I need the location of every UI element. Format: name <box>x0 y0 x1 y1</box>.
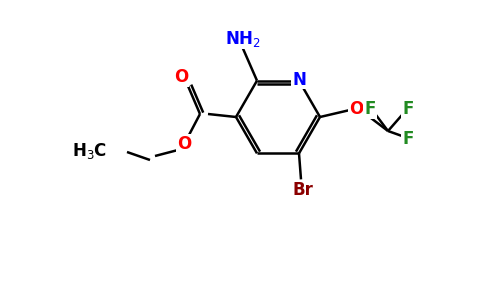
Text: O: O <box>177 135 191 153</box>
Text: F: F <box>402 100 414 118</box>
Text: O: O <box>349 100 363 118</box>
Text: O: O <box>174 68 188 86</box>
Text: F: F <box>364 100 376 118</box>
Text: H$_3$C: H$_3$C <box>72 141 107 161</box>
Text: Br: Br <box>292 182 314 200</box>
Text: NH$_2$: NH$_2$ <box>225 28 261 49</box>
Text: F: F <box>402 130 414 148</box>
Text: N: N <box>292 70 306 88</box>
